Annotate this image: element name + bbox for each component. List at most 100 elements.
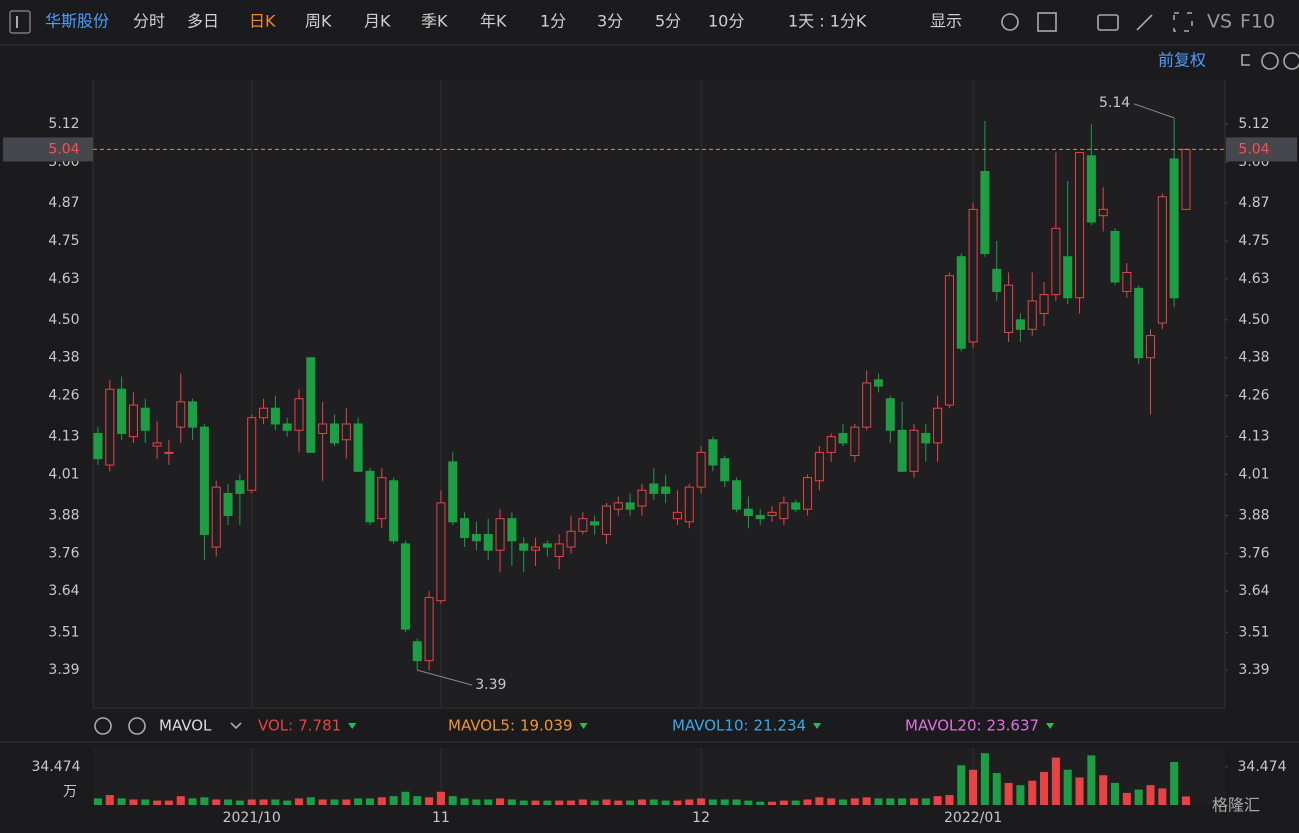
candle-body xyxy=(696,451,706,488)
camera-icon[interactable] xyxy=(1097,14,1119,31)
volume-bar xyxy=(768,801,777,805)
indicator-dropdown[interactable] xyxy=(230,722,242,730)
fullscreen-icon[interactable] xyxy=(1173,12,1193,32)
volume-bar xyxy=(271,799,280,805)
volume-bar xyxy=(909,798,918,805)
period-tab[interactable]: 日K xyxy=(249,12,276,31)
volume-bar xyxy=(153,800,162,805)
volume-bar xyxy=(933,796,942,805)
y-tick-label-right: 3.76 xyxy=(1238,545,1269,561)
legend-name: VOL: xyxy=(258,717,293,735)
candle-body xyxy=(1157,196,1167,324)
volume-bar xyxy=(720,799,729,805)
candle-body xyxy=(826,436,836,453)
candle-body xyxy=(578,518,588,532)
candle-body xyxy=(235,480,245,494)
volume-bar xyxy=(614,800,623,805)
candle-body xyxy=(779,502,789,520)
candle-body xyxy=(117,388,127,434)
candle-body xyxy=(1098,208,1108,217)
min-leader xyxy=(417,669,473,686)
min-label: 3.39 xyxy=(475,677,506,693)
volume-bar xyxy=(803,799,812,805)
y-tick-label-right: 3.88 xyxy=(1238,507,1269,523)
toolbar xyxy=(0,0,1299,45)
undo-icon[interactable] xyxy=(1241,54,1250,66)
y-tick-label-right: 3.51 xyxy=(1238,624,1269,640)
display-menu[interactable]: 显示 xyxy=(930,12,962,31)
y-tick-label-right: 4.75 xyxy=(1238,233,1269,249)
volume-bar xyxy=(637,799,646,805)
volume-bar xyxy=(957,765,966,805)
candle-body xyxy=(873,379,884,387)
candle-body xyxy=(755,514,765,520)
period-tab[interactable]: 5分 xyxy=(655,12,681,31)
volume-bar xyxy=(1040,771,1049,805)
candle-body xyxy=(791,502,801,510)
volume-bar xyxy=(507,799,516,805)
indicator-name[interactable]: MAVOL xyxy=(159,717,212,735)
candle-body xyxy=(306,357,316,453)
volume-bar xyxy=(212,799,221,805)
volume-tick-label-right: 34.474 xyxy=(1238,759,1287,775)
volume-bar xyxy=(531,800,540,805)
volume-bar xyxy=(224,799,233,805)
volume-bar xyxy=(626,800,635,805)
period-tab[interactable]: 年K xyxy=(480,12,507,31)
stock-name[interactable]: 华斯股份 xyxy=(45,12,109,31)
candle-body xyxy=(1063,256,1073,299)
pen-icon[interactable] xyxy=(1136,14,1153,31)
settings-icon[interactable] xyxy=(1001,13,1019,31)
frame-icon[interactable] xyxy=(1037,12,1057,32)
period-tab[interactable]: 月K xyxy=(364,12,391,31)
period-tab[interactable]: 季K xyxy=(421,12,448,31)
candle-body xyxy=(282,423,292,431)
volume-bar xyxy=(1051,757,1060,805)
candle-body xyxy=(803,477,813,510)
period-tab[interactable]: 1分 xyxy=(540,12,566,31)
period-tab[interactable]: 3分 xyxy=(597,12,623,31)
volume-bar xyxy=(259,799,268,805)
candle-body xyxy=(850,426,860,457)
y-tick-label: 3.76 xyxy=(48,545,79,561)
volume-bar xyxy=(235,800,244,805)
volume-bar xyxy=(425,797,434,805)
max-leader xyxy=(1133,103,1175,119)
period-select[interactable]: 1天 : 1分K xyxy=(788,12,867,31)
vs-button[interactable]: VS xyxy=(1207,11,1232,33)
volume-bar xyxy=(815,797,824,805)
y-tick-label: 4.50 xyxy=(48,312,79,328)
volume-bar xyxy=(389,796,398,805)
candle-body xyxy=(424,597,434,662)
candle-body xyxy=(259,407,269,419)
candle-body xyxy=(1122,272,1132,292)
candle-body xyxy=(720,458,730,482)
zoom-out[interactable] xyxy=(1261,52,1279,70)
candle-body xyxy=(531,546,541,551)
y-tick-label: 4.75 xyxy=(48,233,79,249)
f10-button[interactable]: F10 xyxy=(1240,11,1275,33)
y-tick-label: 4.63 xyxy=(48,271,79,287)
watermark: 格隆汇 xyxy=(1212,796,1260,815)
price-panel xyxy=(93,80,1225,708)
period-tab[interactable]: 多日 xyxy=(187,12,219,31)
volume-bar xyxy=(697,798,706,805)
volume-panel xyxy=(93,748,1225,805)
adjust-mode[interactable]: 前复权 xyxy=(1158,51,1206,70)
volume-bar xyxy=(460,798,469,805)
indicator-settings[interactable] xyxy=(94,717,112,735)
candle-body xyxy=(365,470,375,523)
candle-body xyxy=(270,407,280,425)
y-tick-label-right: 4.38 xyxy=(1238,350,1269,366)
period-tab[interactable]: 周K xyxy=(305,12,332,31)
period-tab[interactable]: 分时 xyxy=(133,12,165,31)
candle-body xyxy=(400,543,410,630)
volume-bar xyxy=(294,798,304,805)
sidebar-toggle[interactable] xyxy=(9,10,31,34)
volume-bar xyxy=(980,753,989,805)
zoom-in[interactable] xyxy=(1283,52,1299,70)
volume-bar xyxy=(1099,775,1108,805)
indicator-close[interactable] xyxy=(128,717,146,735)
period-tab[interactable]: 10分 xyxy=(708,12,744,31)
